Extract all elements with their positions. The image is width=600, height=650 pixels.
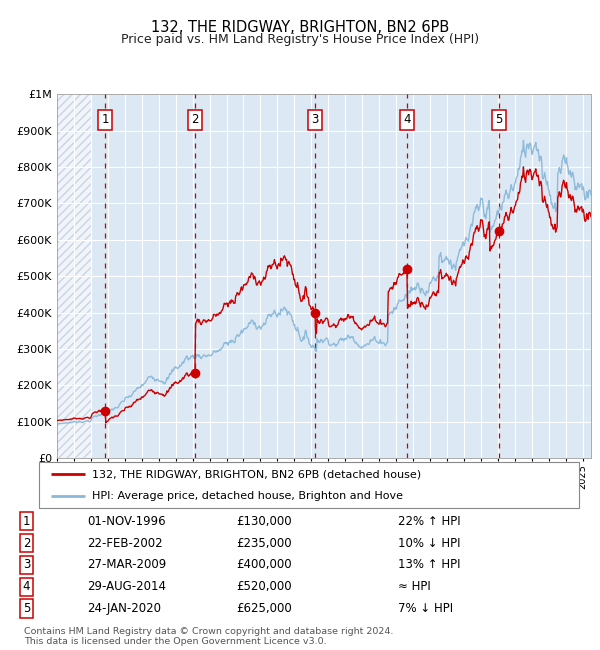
Text: 7% ↓ HPI: 7% ↓ HPI: [398, 602, 453, 615]
Text: £235,000: £235,000: [236, 536, 292, 549]
Text: £400,000: £400,000: [236, 558, 292, 571]
Text: Price paid vs. HM Land Registry's House Price Index (HPI): Price paid vs. HM Land Registry's House …: [121, 32, 479, 46]
Text: 4: 4: [403, 113, 411, 126]
Text: 1: 1: [23, 515, 30, 528]
Text: £625,000: £625,000: [236, 602, 292, 615]
Text: 27-MAR-2009: 27-MAR-2009: [87, 558, 166, 571]
Text: 5: 5: [23, 602, 30, 615]
Text: 13% ↑ HPI: 13% ↑ HPI: [398, 558, 460, 571]
Text: 22% ↑ HPI: 22% ↑ HPI: [398, 515, 461, 528]
FancyBboxPatch shape: [39, 462, 579, 508]
Text: 132, THE RIDGWAY, BRIGHTON, BN2 6PB: 132, THE RIDGWAY, BRIGHTON, BN2 6PB: [151, 20, 449, 34]
Text: 2: 2: [191, 113, 199, 126]
Text: 3: 3: [311, 113, 319, 126]
Text: This data is licensed under the Open Government Licence v3.0.: This data is licensed under the Open Gov…: [24, 637, 326, 646]
Text: HPI: Average price, detached house, Brighton and Hove: HPI: Average price, detached house, Brig…: [92, 491, 403, 500]
Text: 01-NOV-1996: 01-NOV-1996: [87, 515, 166, 528]
Text: 4: 4: [23, 580, 30, 593]
Text: £520,000: £520,000: [236, 580, 292, 593]
Text: 1: 1: [101, 113, 109, 126]
Text: 3: 3: [23, 558, 30, 571]
Text: Contains HM Land Registry data © Crown copyright and database right 2024.: Contains HM Land Registry data © Crown c…: [24, 627, 394, 636]
Text: 24-JAN-2020: 24-JAN-2020: [87, 602, 161, 615]
Text: 29-AUG-2014: 29-AUG-2014: [87, 580, 166, 593]
Text: £130,000: £130,000: [236, 515, 292, 528]
Text: ≈ HPI: ≈ HPI: [398, 580, 431, 593]
Text: 5: 5: [495, 113, 503, 126]
Text: 22-FEB-2002: 22-FEB-2002: [87, 536, 163, 549]
Text: 2: 2: [23, 536, 30, 549]
Text: 132, THE RIDGWAY, BRIGHTON, BN2 6PB (detached house): 132, THE RIDGWAY, BRIGHTON, BN2 6PB (det…: [92, 469, 421, 479]
Text: 10% ↓ HPI: 10% ↓ HPI: [398, 536, 460, 549]
Bar: [57, 94, 91, 458]
